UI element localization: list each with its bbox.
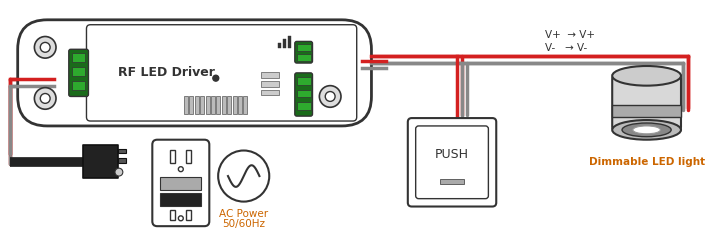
Circle shape (34, 88, 56, 109)
Bar (262, 72, 279, 78)
Bar (612, 105, 681, 117)
Bar (297, 44, 310, 51)
Ellipse shape (612, 120, 681, 140)
Ellipse shape (612, 66, 681, 86)
FancyBboxPatch shape (408, 118, 496, 207)
Bar (288, 36, 291, 48)
Bar (118, 158, 126, 163)
Bar (170, 210, 175, 220)
FancyBboxPatch shape (295, 73, 312, 116)
Text: RF LED Driver: RF LED Driver (118, 66, 214, 79)
Text: 50/60Hz: 50/60Hz (222, 219, 265, 229)
Circle shape (325, 92, 335, 101)
Bar (217, 97, 220, 114)
FancyBboxPatch shape (295, 41, 312, 63)
Bar (227, 97, 231, 114)
Bar (297, 90, 310, 98)
Bar (262, 81, 279, 87)
Bar (82, 145, 118, 178)
Circle shape (34, 37, 56, 58)
Bar (200, 97, 204, 114)
Circle shape (40, 94, 50, 103)
Bar (170, 149, 175, 163)
Bar (72, 67, 86, 76)
Bar (222, 97, 226, 114)
FancyBboxPatch shape (87, 25, 357, 121)
Text: AC Power: AC Power (219, 209, 268, 220)
Bar (184, 97, 188, 114)
FancyBboxPatch shape (18, 20, 372, 126)
Bar (72, 53, 86, 62)
Text: V+  → V+: V+ → V+ (546, 30, 596, 40)
Circle shape (320, 86, 341, 107)
Bar (440, 179, 464, 184)
Bar (160, 177, 202, 190)
Bar (72, 81, 86, 90)
Bar (206, 97, 209, 114)
Bar (189, 97, 193, 114)
Circle shape (218, 150, 270, 202)
Bar (118, 148, 126, 153)
Circle shape (115, 168, 123, 176)
Bar (160, 193, 202, 206)
Text: PUSH: PUSH (435, 148, 469, 161)
Bar (297, 102, 310, 110)
Circle shape (213, 75, 219, 81)
Text: Dimmable LED light: Dimmable LED light (588, 157, 705, 167)
Ellipse shape (633, 126, 661, 134)
Bar (283, 39, 286, 48)
Bar (278, 43, 281, 48)
Bar (186, 149, 191, 163)
Bar (297, 77, 310, 85)
Circle shape (40, 42, 50, 52)
Ellipse shape (622, 123, 671, 137)
Bar (194, 97, 199, 114)
FancyBboxPatch shape (152, 140, 209, 226)
Bar (243, 97, 247, 114)
Bar (238, 97, 242, 114)
FancyBboxPatch shape (69, 49, 89, 97)
FancyBboxPatch shape (612, 76, 681, 130)
Bar (297, 54, 310, 61)
Circle shape (178, 216, 183, 221)
Bar (262, 90, 279, 96)
Bar (232, 97, 237, 114)
Circle shape (178, 167, 183, 172)
FancyBboxPatch shape (415, 126, 488, 199)
Bar (186, 210, 191, 220)
Text: V-   → V-: V- → V- (546, 43, 588, 53)
Bar (211, 97, 215, 114)
